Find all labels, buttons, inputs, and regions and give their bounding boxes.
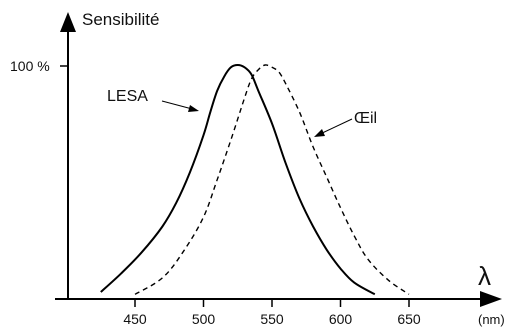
x-ticks: 450 500 550 600 650 bbox=[123, 299, 421, 327]
x-tick-label-650: 650 bbox=[397, 311, 421, 327]
y-axis-arrow bbox=[60, 12, 76, 32]
curve-lesa bbox=[100, 63, 376, 296]
x-tick-label-450: 450 bbox=[123, 311, 147, 327]
label-lesa: LESA bbox=[107, 88, 148, 105]
arrow-oeil-head bbox=[314, 129, 325, 137]
x-tick-label-550: 550 bbox=[260, 311, 284, 327]
curve-oeil bbox=[134, 64, 410, 295]
arrow-oeil-line bbox=[317, 118, 353, 136]
arrow-lesa-head bbox=[188, 105, 199, 112]
x-tick-label-600: 600 bbox=[329, 311, 353, 327]
label-oeil: Œil bbox=[354, 110, 377, 127]
y-tick-label: 100 % bbox=[10, 58, 50, 74]
x-axis-arrow bbox=[480, 291, 502, 307]
x-axis-symbol: λ bbox=[478, 261, 491, 291]
y-axis-label: Sensibilité bbox=[82, 10, 160, 29]
x-tick-label-500: 500 bbox=[192, 311, 216, 327]
x-axis-unit: (nm) bbox=[478, 312, 505, 327]
